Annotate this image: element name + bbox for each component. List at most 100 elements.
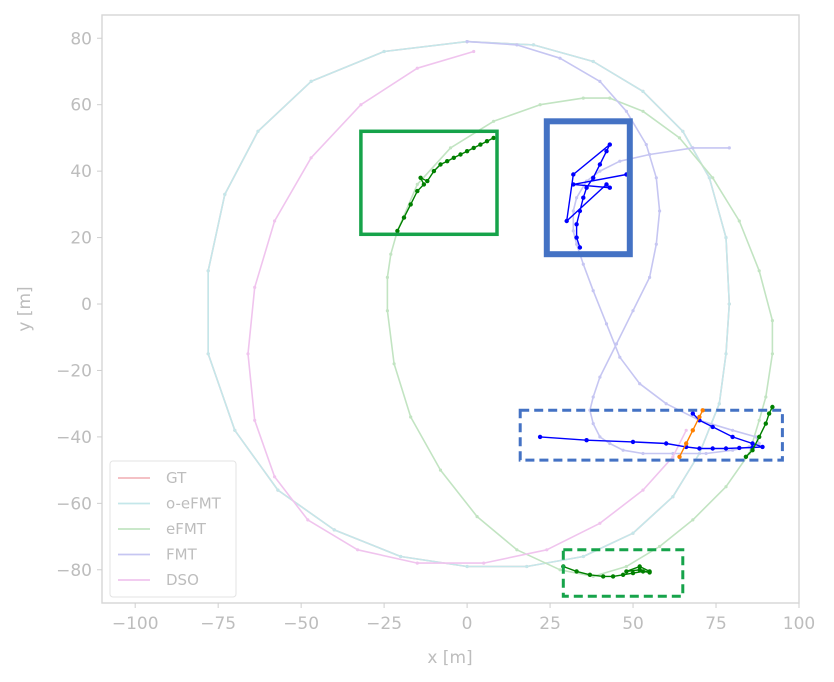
point-efmt [757, 269, 761, 273]
point-fmt [754, 435, 758, 439]
highlight-2 [543, 118, 633, 258]
highlight-box [359, 129, 499, 237]
point-fmt [571, 229, 575, 233]
y-tick-label: −20 [56, 361, 92, 381]
point-fmt [618, 355, 622, 359]
highlight-point [607, 185, 612, 190]
point-efmt [737, 219, 741, 223]
point-o-efmt [206, 352, 210, 356]
point-fmt [658, 209, 662, 213]
highlight-point [697, 446, 702, 451]
highlight-point [587, 572, 593, 577]
point-o-efmt [233, 428, 237, 432]
point-efmt [415, 182, 419, 186]
point-fmt [591, 395, 595, 399]
highlight-point [581, 195, 586, 200]
highlight-line [540, 413, 763, 450]
highlight-point [584, 438, 589, 443]
point-dso [482, 561, 486, 565]
point-dso [472, 49, 476, 54]
point-dso [273, 475, 277, 479]
highlight-point [640, 569, 646, 574]
point-o-efmt [525, 564, 529, 569]
series-dso [246, 49, 688, 565]
highlight-point [750, 441, 755, 446]
highlight-3 [518, 408, 784, 462]
point-fmt [731, 448, 735, 452]
point-fmt [591, 422, 595, 426]
point-dso [306, 518, 310, 522]
highlight-point [564, 218, 569, 224]
highlight-point [604, 149, 609, 154]
highlight-point [574, 235, 579, 240]
highlight-point [723, 446, 729, 451]
point-fmt [648, 152, 652, 157]
point-fmt [465, 40, 469, 44]
highlight-point [601, 574, 606, 579]
point-o-efmt [727, 302, 731, 306]
highlight-point [760, 444, 765, 450]
highlight-point [415, 188, 420, 194]
point-efmt [392, 362, 396, 366]
highlight-point [438, 162, 443, 167]
point-fmt [598, 169, 602, 173]
highlight-box [518, 408, 784, 462]
point-efmt [757, 418, 761, 422]
legend: GT o-eFMT eFMT FMT DSO [109, 460, 237, 598]
point-fmt [757, 441, 761, 446]
point-o-efmt [332, 528, 336, 532]
legend-label-dso: DSO [166, 571, 199, 589]
highlight-point [425, 178, 430, 184]
point-o-efmt [276, 488, 280, 492]
highlight-point [757, 434, 762, 440]
point-o-efmt [671, 495, 675, 499]
point-o-efmt [581, 554, 585, 559]
legend-frame [109, 460, 237, 598]
highlight-point [766, 411, 772, 416]
y-tick-label: 60 [70, 96, 92, 116]
series-line-dso [247, 50, 687, 564]
point-o-efmt [206, 269, 210, 273]
highlight-point [395, 228, 400, 234]
y-tick-label: 20 [70, 229, 92, 249]
highlight-point [574, 222, 579, 227]
point-fmt [571, 209, 575, 213]
point-o-efmt [717, 402, 721, 406]
highlight-point [471, 145, 476, 151]
point-fmt [704, 451, 708, 456]
x-tick-label: 0 [462, 614, 473, 634]
highlight-point [537, 434, 543, 440]
highlight-point [770, 404, 775, 410]
point-fmt [664, 402, 668, 406]
point-fmt [604, 322, 609, 326]
point-fmt [614, 342, 619, 346]
highlight-point [591, 175, 596, 180]
x-tick-label: −50 [283, 614, 319, 634]
point-o-efmt [724, 236, 728, 240]
point-efmt [770, 352, 775, 356]
highlight-point [597, 162, 603, 167]
highlight-layer [359, 118, 784, 598]
x-tick-label: −25 [366, 614, 402, 634]
x-tick-label: −100 [112, 614, 159, 634]
highlight-point [697, 414, 702, 420]
point-dso [356, 548, 360, 552]
highlight-point [690, 411, 695, 416]
point-efmt [677, 136, 682, 140]
y-tick-label: 80 [70, 29, 92, 49]
highlight-point [624, 569, 629, 574]
point-fmt [598, 79, 602, 83]
point-dso [359, 103, 363, 107]
point-o-efmt [724, 352, 728, 356]
point-efmt [658, 544, 662, 549]
highlight-point [743, 454, 749, 459]
x-tick-label: 25 [539, 614, 561, 634]
point-fmt [731, 428, 735, 432]
highlight-point [700, 408, 705, 413]
point-efmt [711, 176, 715, 180]
highlight-point [637, 567, 642, 572]
point-o-efmt [223, 192, 227, 196]
x-tick-label: 75 [705, 614, 727, 634]
highlight-point [577, 208, 583, 214]
point-efmt [770, 319, 775, 323]
